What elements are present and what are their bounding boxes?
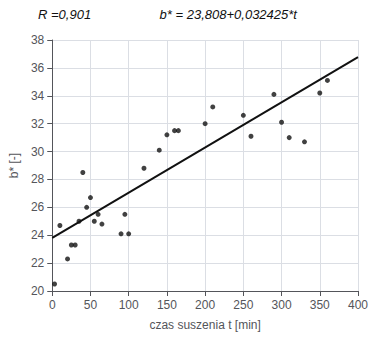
- svg-text:400: 400: [348, 298, 368, 312]
- svg-text:28: 28: [31, 172, 45, 186]
- svg-text:20: 20: [31, 284, 45, 298]
- svg-text:b* [-]: b* [-]: [7, 153, 21, 178]
- svg-text:czas suszenia t [min]: czas suszenia t [min]: [149, 318, 260, 332]
- svg-text:34: 34: [31, 89, 45, 103]
- svg-text:24: 24: [31, 228, 45, 242]
- svg-text:50: 50: [84, 298, 98, 312]
- svg-text:36: 36: [31, 61, 45, 75]
- svg-text:300: 300: [272, 298, 292, 312]
- svg-text:22: 22: [31, 256, 45, 270]
- svg-text:26: 26: [31, 200, 45, 214]
- svg-text:100: 100: [119, 298, 139, 312]
- svg-text:250: 250: [233, 298, 253, 312]
- svg-text:150: 150: [157, 298, 177, 312]
- svg-text:32: 32: [31, 117, 45, 131]
- svg-text:0: 0: [49, 298, 56, 312]
- svg-text:38: 38: [31, 33, 45, 47]
- svg-text:350: 350: [310, 298, 330, 312]
- svg-text:200: 200: [195, 298, 215, 312]
- svg-text:R =0,901: R =0,901: [38, 7, 91, 22]
- svg-text:30: 30: [31, 145, 45, 159]
- svg-text:b* = 23,808+0,032425*t: b* = 23,808+0,032425*t: [160, 7, 299, 22]
